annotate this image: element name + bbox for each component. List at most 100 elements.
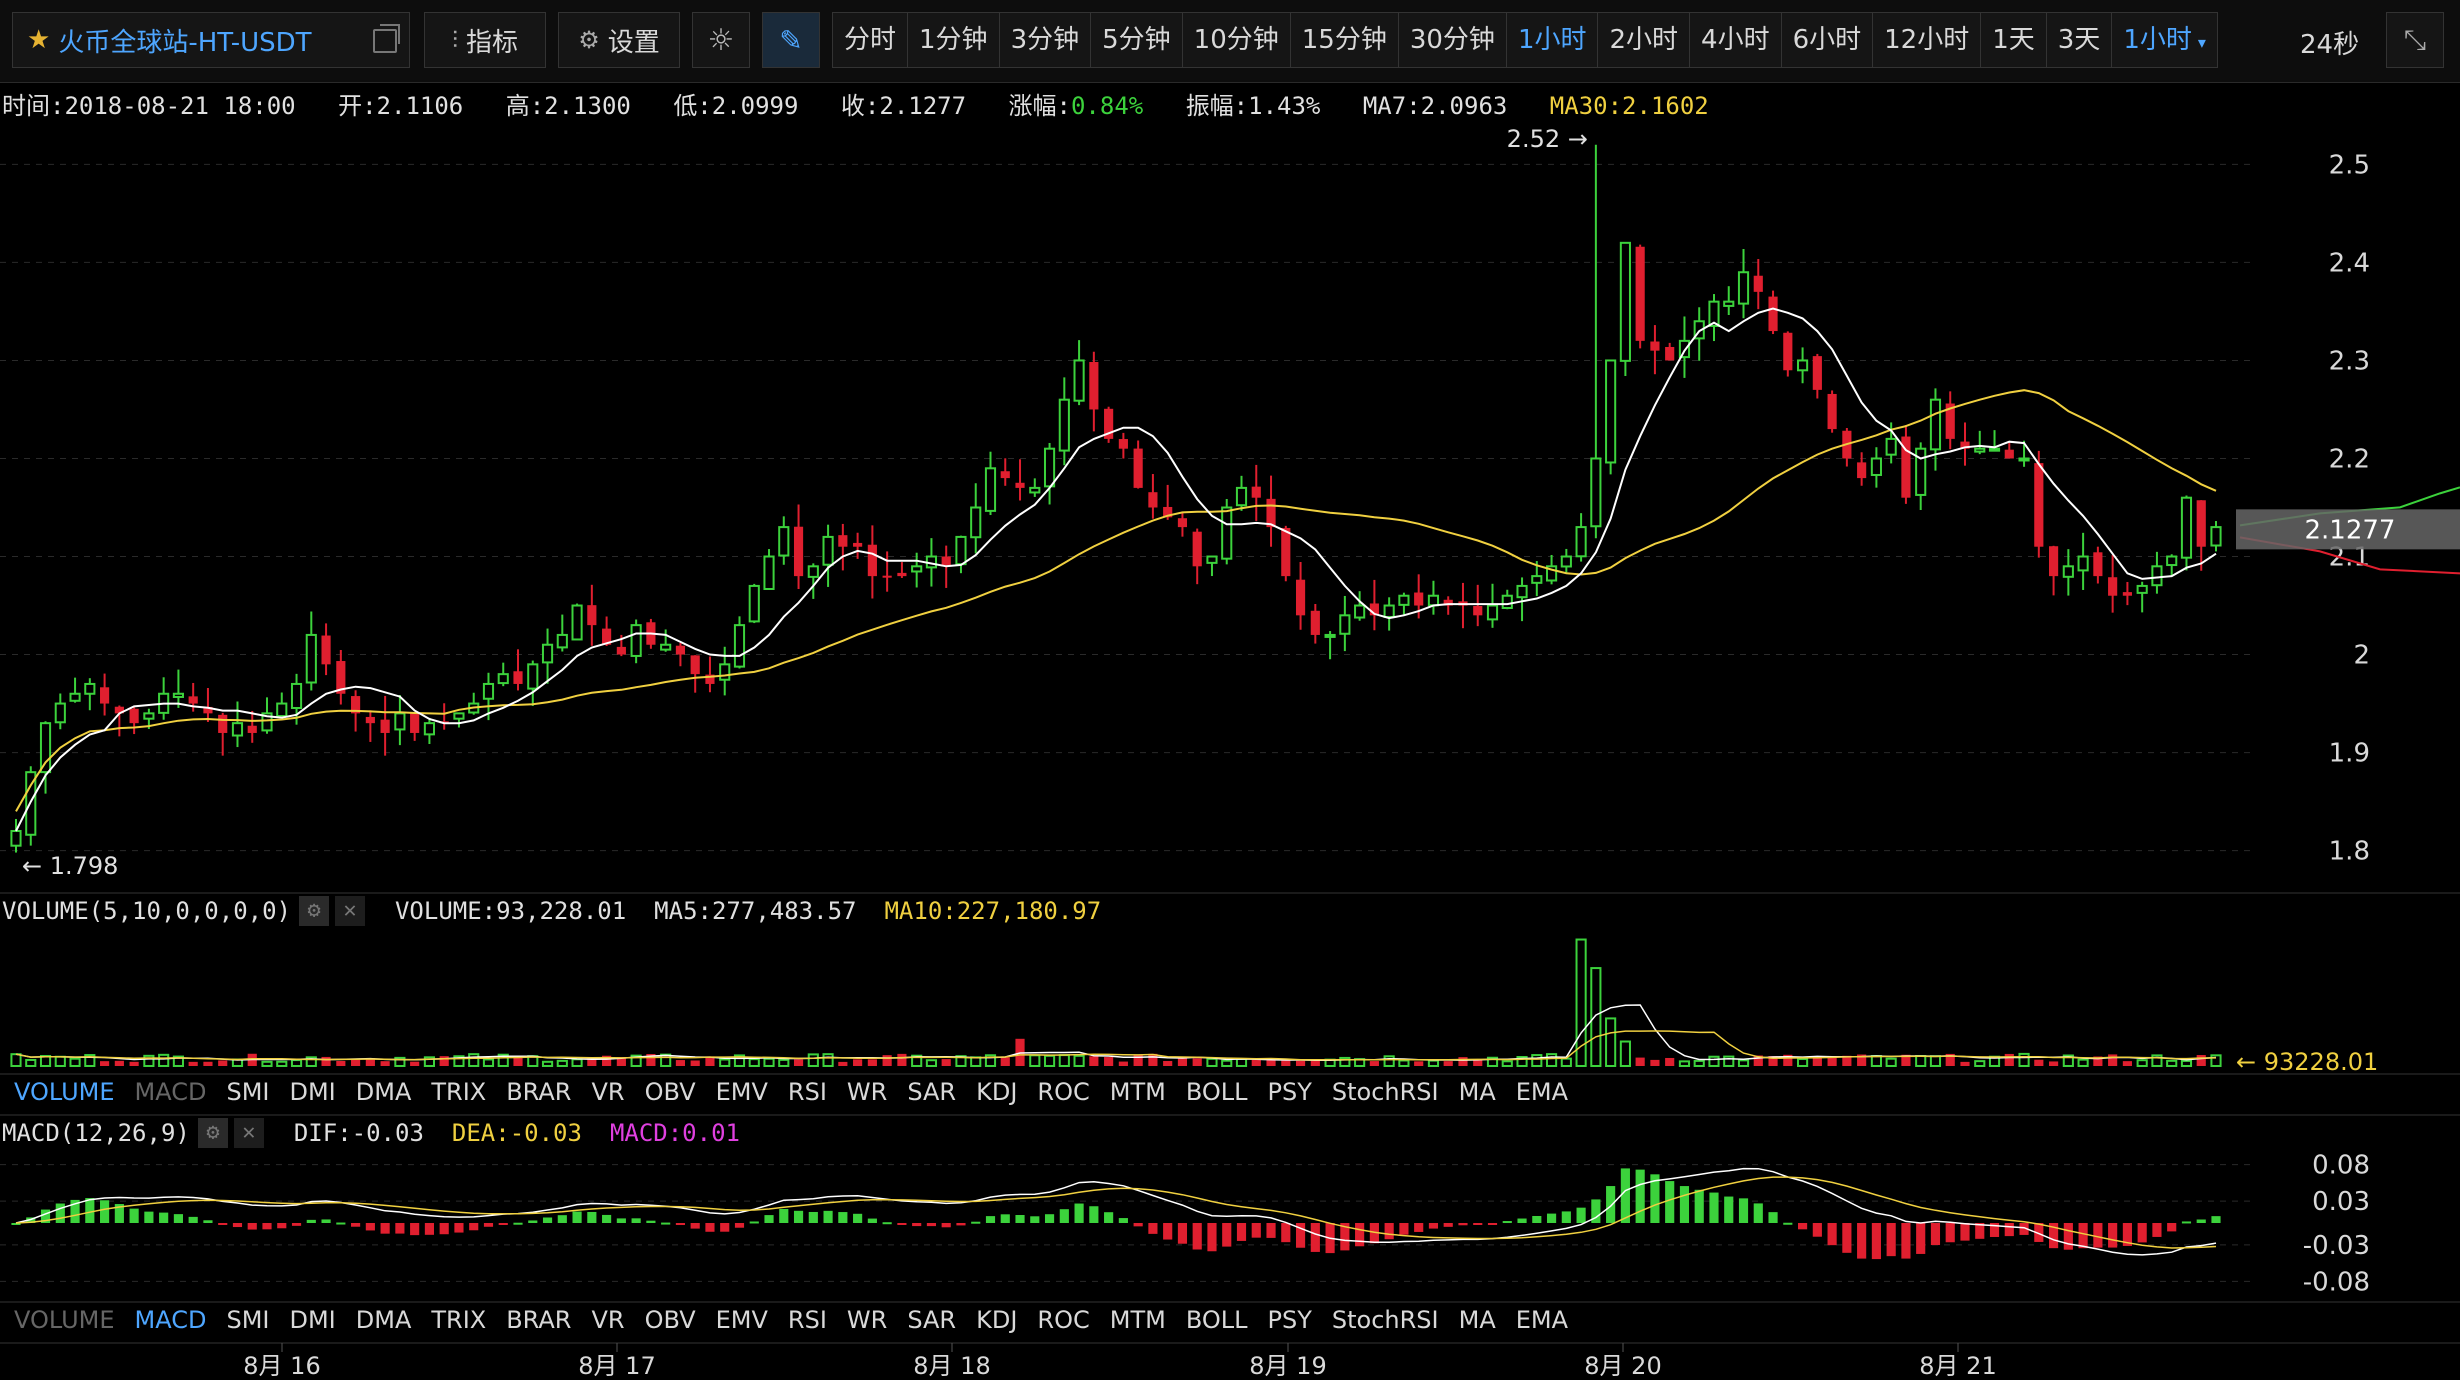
tab-obv[interactable]: OBV xyxy=(644,1078,696,1106)
macd-close-icon[interactable]: ✕ xyxy=(233,1118,264,1148)
macd-settings-icon[interactable]: ⚙ xyxy=(197,1118,228,1148)
interval-5[interactable]: 15分钟 xyxy=(1291,13,1399,67)
indicators-button[interactable]: ⫶ 指标 xyxy=(424,12,546,68)
tab-dmi[interactable]: DMI xyxy=(289,1078,336,1106)
tab-psy[interactable]: PSY xyxy=(1267,1306,1312,1334)
volume-bar xyxy=(970,1056,982,1067)
tab-smi[interactable]: SMI xyxy=(226,1306,270,1334)
interval-dropdown[interactable]: 1小时 ▾ xyxy=(2112,13,2217,67)
theme-toggle-button[interactable]: ☼ xyxy=(692,12,750,68)
interval-13[interactable]: 3天 xyxy=(2047,13,2113,67)
macd-bar xyxy=(129,1208,139,1223)
macd-header: MACD(12,26,9) ⚙ ✕ DIF:-0.03 DEA:-0.03 MA… xyxy=(2,1118,768,1148)
symbol-selector[interactable]: ★ 火币全球站-HT-USDT xyxy=(12,12,410,68)
fullscreen-button[interactable]: ⤡ xyxy=(2386,12,2444,68)
volume-settings-icon[interactable]: ⚙ xyxy=(298,896,329,926)
price-tick-label: 2.5 xyxy=(2329,150,2370,180)
interval-1[interactable]: 1分钟 xyxy=(908,13,1000,67)
interval-6[interactable]: 30分钟 xyxy=(1399,13,1507,67)
volume-bar xyxy=(1073,1054,1085,1067)
tab-brar[interactable]: BRAR xyxy=(506,1306,572,1334)
tab-dma[interactable]: DMA xyxy=(355,1078,412,1106)
copy-icon[interactable] xyxy=(373,24,400,53)
volume-bar xyxy=(2196,1055,2206,1066)
toolbar: ★ 火币全球站-HT-USDT ⫶ 指标 ⚙ 设置 ☼ ✎ 分时 1分钟 3分钟 5分… xyxy=(0,0,2460,83)
tab-trix[interactable]: TRIX xyxy=(431,1306,487,1334)
tab-mtm[interactable]: MTM xyxy=(1109,1306,1166,1334)
tab-vr[interactable]: VR xyxy=(591,1306,625,1334)
interval-12[interactable]: 1天 xyxy=(1981,13,2047,67)
tab-stochrsi[interactable]: StochRSI xyxy=(1331,1306,1439,1334)
macd-bar xyxy=(469,1223,479,1231)
chart-icon: ⫶ xyxy=(451,26,458,54)
tab-ema[interactable]: EMA xyxy=(1515,1306,1569,1334)
tab-volume[interactable]: VOLUME xyxy=(14,1078,115,1106)
macd-bar xyxy=(675,1223,686,1226)
candle-body xyxy=(2210,526,2222,547)
draw-tool-button[interactable]: ✎ xyxy=(762,12,820,68)
tab-obv[interactable]: OBV xyxy=(644,1306,696,1334)
candle-body xyxy=(2034,463,2044,547)
interval-2[interactable]: 3分钟 xyxy=(1000,13,1092,67)
star-icon[interactable]: ★ xyxy=(27,25,51,55)
volume-bar xyxy=(513,1056,523,1066)
volume-bar xyxy=(2180,1059,2193,1067)
interval-11[interactable]: 12小时 xyxy=(1873,13,1982,67)
tab-wr[interactable]: WR xyxy=(846,1078,888,1106)
tab-kdj[interactable]: KDJ xyxy=(976,1078,1018,1106)
settings-button[interactable]: ⚙ 设置 xyxy=(558,12,680,68)
volume-bar xyxy=(719,1058,731,1068)
interval-8[interactable]: 2小时 xyxy=(1598,13,1691,67)
tab-ema[interactable]: EMA xyxy=(1515,1078,1569,1106)
tab-rsi[interactable]: RSI xyxy=(787,1306,827,1334)
tab-macd[interactable]: MACD xyxy=(134,1078,207,1106)
interval-0[interactable]: 分时 xyxy=(833,13,909,67)
tab-sar[interactable]: SAR xyxy=(907,1306,957,1334)
tab-wr[interactable]: WR xyxy=(846,1306,888,1334)
macd-macd: MACD:0.01 xyxy=(609,1119,740,1147)
tab-roc[interactable]: ROC xyxy=(1037,1078,1090,1106)
tab-stochrsi[interactable]: StochRSI xyxy=(1331,1078,1439,1106)
tab-ma[interactable]: MA xyxy=(1458,1306,1496,1334)
interval-3[interactable]: 5分钟 xyxy=(1091,13,1183,67)
tab-boll[interactable]: BOLL xyxy=(1185,1078,1248,1106)
tab-brar[interactable]: BRAR xyxy=(506,1078,572,1106)
tab-emv[interactable]: EMV xyxy=(715,1306,768,1334)
tab-trix[interactable]: TRIX xyxy=(431,1078,487,1106)
tab-mtm[interactable]: MTM xyxy=(1109,1078,1166,1106)
interval-4[interactable]: 10分钟 xyxy=(1183,13,1291,67)
volume-bar xyxy=(1723,1055,1735,1067)
tab-roc[interactable]: ROC xyxy=(1037,1306,1090,1334)
tab-dma[interactable]: DMA xyxy=(355,1306,412,1334)
tab-smi[interactable]: SMI xyxy=(226,1078,270,1106)
tab-volume[interactable]: VOLUME xyxy=(14,1306,115,1334)
interval-10[interactable]: 6小时 xyxy=(1782,13,1874,67)
candle-body xyxy=(1398,594,1410,606)
time-tick-label: 8月 21 xyxy=(1919,1352,1996,1380)
volume-close-icon[interactable]: ✕ xyxy=(334,896,365,926)
macd-bar xyxy=(1591,1199,1601,1223)
volume-bar xyxy=(1177,1058,1188,1066)
tab-rsi[interactable]: RSI xyxy=(787,1078,827,1106)
tab-emv[interactable]: EMV xyxy=(715,1078,768,1106)
interval-9[interactable]: 4小时 xyxy=(1690,13,1782,67)
tab-boll[interactable]: BOLL xyxy=(1185,1306,1248,1334)
candle-body xyxy=(351,696,361,714)
tab-kdj[interactable]: KDJ xyxy=(976,1306,1018,1334)
candle-body xyxy=(114,706,124,714)
tab-ma[interactable]: MA xyxy=(1458,1078,1496,1106)
tab-sar[interactable]: SAR xyxy=(907,1078,957,1106)
volume-bar xyxy=(1870,1055,1882,1068)
tab-macd[interactable]: MACD xyxy=(134,1306,207,1334)
tab-dmi[interactable]: DMI xyxy=(289,1306,336,1334)
candle-body xyxy=(1857,462,1867,479)
volume-bar xyxy=(321,1056,331,1066)
macd-tick-label: 0.08 xyxy=(2312,1151,2370,1181)
volume-bar xyxy=(984,1054,997,1067)
candle-body xyxy=(1354,604,1366,619)
candle-body xyxy=(690,655,700,675)
interval-7[interactable]: 1小时 xyxy=(1507,13,1599,67)
tab-vr[interactable]: VR xyxy=(591,1078,625,1106)
tab-psy[interactable]: PSY xyxy=(1267,1078,1312,1106)
